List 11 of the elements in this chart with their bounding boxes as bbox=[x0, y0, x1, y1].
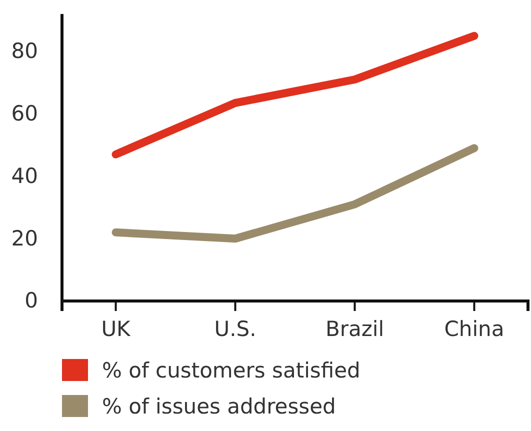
y-tick-label: 80 bbox=[11, 39, 38, 64]
x-tick-label: Brazil bbox=[325, 316, 384, 341]
y-tick-label: 60 bbox=[11, 102, 38, 126]
legend-label: % of issues addressed bbox=[102, 394, 336, 418]
y-tick-label: 40 bbox=[11, 164, 38, 188]
x-tick-label: UK bbox=[101, 316, 132, 341]
x-tick-label: U.S. bbox=[214, 316, 256, 341]
y-tick-label: 20 bbox=[11, 226, 38, 250]
x-tick-label: China bbox=[444, 316, 504, 341]
y-tick-label: 0 bbox=[24, 288, 38, 313]
legend-label: % of customers satisfied bbox=[102, 358, 360, 382]
